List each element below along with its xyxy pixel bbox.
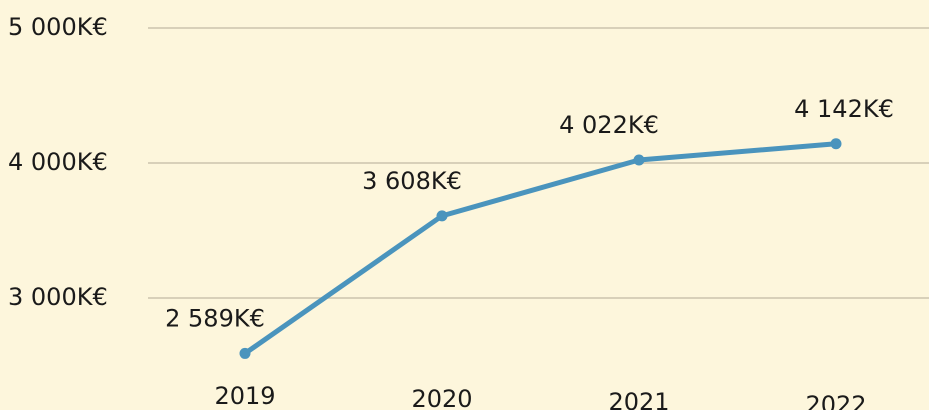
x-tick-label: 2021: [608, 388, 669, 410]
point: [436, 210, 448, 222]
line: [243, 141, 837, 356]
point: [239, 347, 251, 359]
x-tick-label: 2022: [805, 391, 866, 410]
value-label: 4 142K€: [794, 95, 894, 123]
point: [830, 138, 842, 150]
value-label: 4 022K€: [559, 111, 659, 139]
x-tick-label: 2019: [214, 382, 275, 410]
value-label: 3 608K€: [362, 167, 462, 195]
point: [633, 154, 645, 166]
y-tick-label: 4 000K€: [8, 148, 108, 176]
y-tick-label: 5 000K€: [8, 13, 108, 41]
value-label: 2 589K€: [165, 304, 265, 332]
y-tick-label: 3 000K€: [8, 283, 108, 311]
x-tick-label: 2020: [411, 385, 472, 410]
